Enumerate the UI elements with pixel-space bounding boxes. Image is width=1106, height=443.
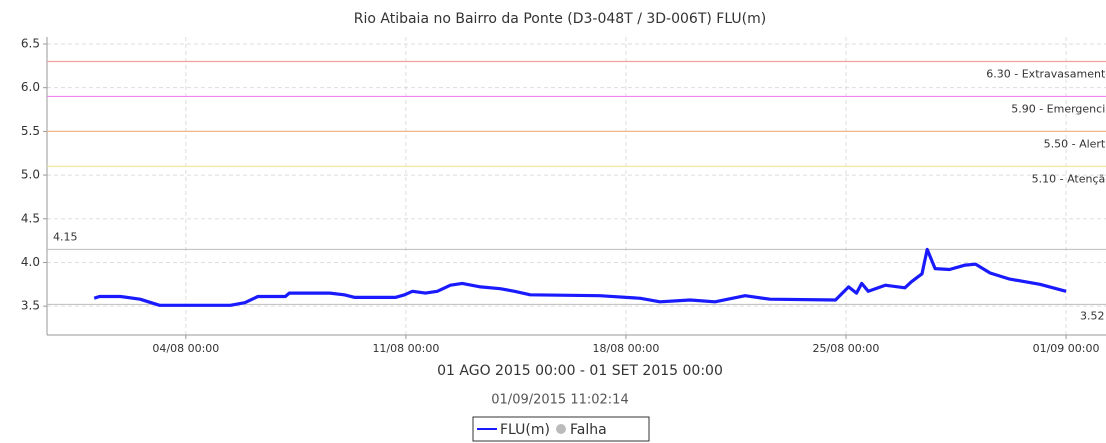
x-tick-label: 01/09 00:00 [1033, 342, 1100, 355]
legend-label: FLU(m) [500, 422, 550, 438]
timestamp: 01/09/2015 11:02:14 [491, 393, 628, 408]
legend-swatch [555, 424, 566, 434]
x-tick-label: 11/08 00:00 [372, 342, 439, 355]
y-tick-label: 4.5 [21, 211, 40, 225]
y-tick-label: 6.0 [21, 80, 40, 94]
legend: FLU(m) Falha [472, 416, 650, 442]
x-tick-label: 04/08 00:00 [152, 342, 219, 355]
marker-label: 3.52 [1080, 309, 1105, 322]
chart-title: Rio Atibaia no Bairro da Ponte (D3-048T … [354, 11, 767, 27]
threshold-label: 5.90 - Emergencia [1011, 102, 1106, 115]
x-tick-label: 25/08 00:00 [813, 342, 880, 355]
threshold-label: 5.50 - Alerta [1044, 137, 1106, 150]
threshold-label: 6.30 - Extravasamento [986, 67, 1106, 80]
y-tick-label: 5.0 [21, 168, 40, 182]
threshold-label: 5.10 - Atenção [1032, 172, 1106, 185]
y-tick-label: 5.5 [21, 124, 40, 138]
x-tick-label: 18/08 00:00 [592, 342, 659, 355]
series-line [93, 247, 1067, 307]
y-tick-label: 4.0 [21, 255, 40, 269]
x-axis-label: 01 AGO 2015 00:00 - 01 SET 2015 00:00 [437, 363, 723, 379]
y-tick-label: 3.5 [21, 299, 40, 313]
marker-label: 4.15 [53, 230, 78, 243]
y-tick-label: 6.5 [21, 36, 40, 50]
legend-label: Falha [570, 422, 607, 438]
